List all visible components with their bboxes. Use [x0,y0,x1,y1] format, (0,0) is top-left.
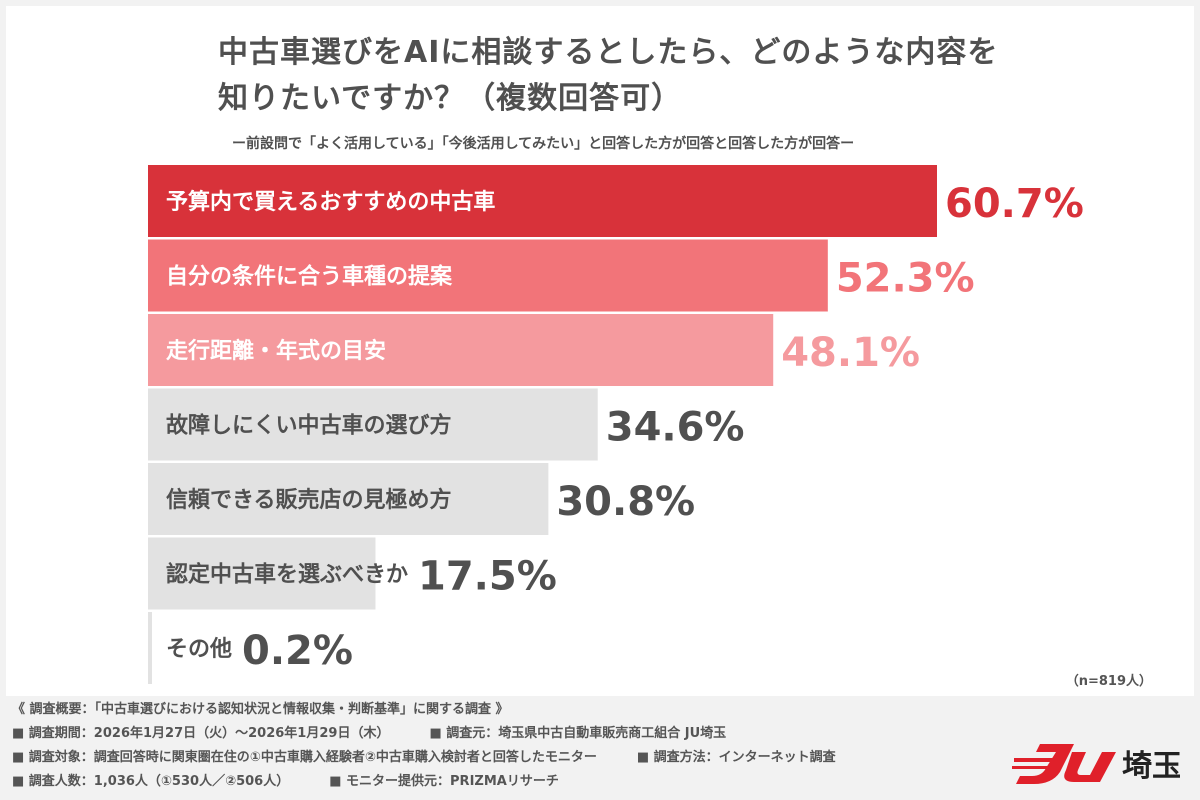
bar-budget [148,165,937,237]
value-label-budget: 60.7% [945,181,1084,227]
bar-label-reliability: 故障しにくい中古車の選び方 [166,413,452,439]
survey-target-row: ■ 調査対象：調査回答時に関東圏在住の①中古車購入経験者②中古車購入検討者と回答… [12,746,992,770]
survey-period-row: ■ 調査期間：2026年1月27日（火）〜2026年1月29日（木） ■ 調査元：… [12,722,992,746]
bar-dealer [148,463,549,535]
survey-period: ■ 調査期間：2026年1月27日（火）〜2026年1月29日（木） [12,726,390,741]
survey-footer: 《 調査概要：「中古車選びにおける認知状況と情報収集・判断基準」に関する調査 》… [12,698,992,794]
value-label-other: 0.2% [242,628,353,674]
bar-certified [148,537,376,610]
chart-subtitle: ー前設問で「よく活用している」「今後活用してみたい」と回答した方が回答と回答した… [232,136,855,152]
bar-label-budget: 予算内で買えるおすすめの中古車 [166,189,495,215]
bar-conditions [148,239,828,312]
sample-size-note: （n=819人） [1065,674,1152,689]
value-label-mileage: 48.1% [781,330,920,376]
survey-provider: ■ モニター提供元：PRIZMAリサーチ [329,774,559,789]
survey-target: ■ 調査対象：調査回答時に関東圏在住の①中古車購入経験者②中古車購入検討者と回答… [12,750,597,765]
value-label-conditions: 52.3% [836,256,975,302]
chart-title: 中古車選びをAIに相談するとしたら、どのような内容を知りたいですか？（複数回答可… [218,35,999,116]
survey-count-row: ■ 調査人数：1,036人（①530人／②506人） ■ モニター提供元：PRIZ… [12,770,992,794]
survey-origin: ■ 調査元：埼玉県中古自動車販売商工組合 JU埼玉 [429,726,727,741]
value-label-certified: 17.5% [418,554,557,600]
bar-label-conditions: 自分の条件に合う車種の提案 [166,264,453,290]
value-label-reliability: 34.6% [606,405,745,451]
survey-summary: 《 調査概要：「中古車選びにおける認知状況と情報収集・判断基準」に関する調査 》 [12,702,509,717]
bar-label-certified: 認定中古車を選ぶべきか [166,562,408,588]
bar-mileage [148,314,774,386]
logo-text: 埼玉 [1122,749,1180,784]
ju-logo-mark [1012,744,1116,784]
bar-chart: 予算内で買えるおすすめの中古車 60.7% 自分の条件に合う車種の提案 52.3% 走行… [148,165,1084,684]
bar-label-dealer: 信頼できる販売店の見極め方 [166,487,452,513]
bar-label-other: その他 [166,637,232,662]
bar-other [148,612,152,684]
survey-count: ■ 調査人数：1,036人（①530人／②506人） [12,774,290,789]
bar-reliability [148,388,598,461]
value-label-dealer: 30.8% [556,479,695,525]
survey-method: ■ 調査方法：インターネット調査 [636,750,836,765]
bar-label-mileage: 走行距離・年式の目安 [166,338,386,364]
ju-saitama-logo: 埼玉 [1012,744,1180,784]
